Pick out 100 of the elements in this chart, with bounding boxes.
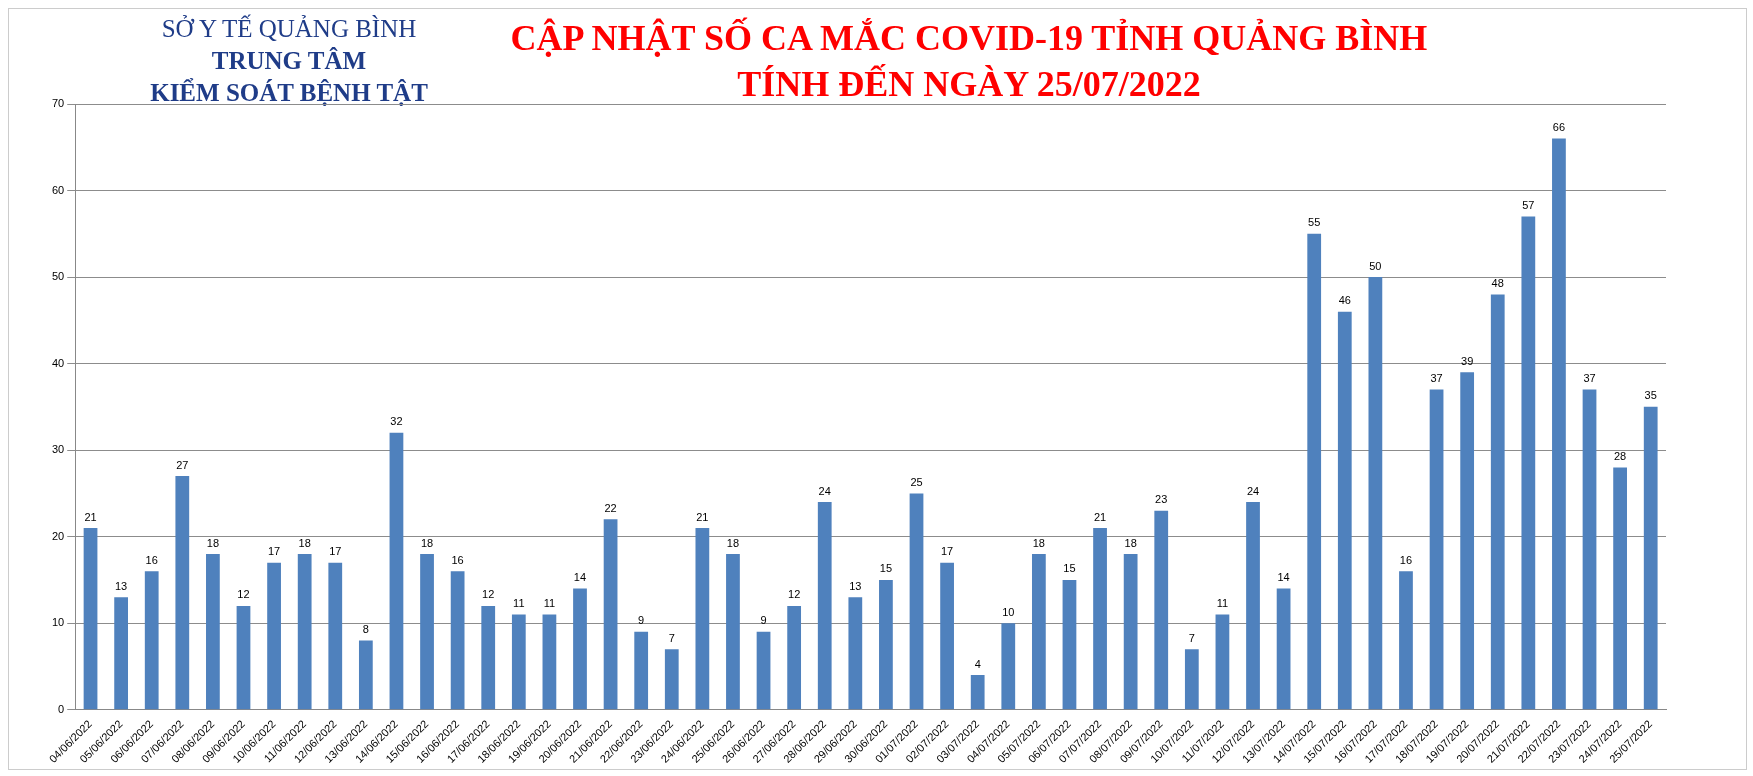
data-label: 14: [573, 571, 587, 584]
bar: [726, 553, 740, 710]
bar: [1123, 553, 1138, 710]
data-label: 9: [760, 614, 767, 627]
data-label: 18: [206, 536, 220, 549]
bar: [1031, 553, 1046, 710]
data-label: 21: [696, 510, 709, 523]
bar: [511, 614, 526, 710]
y-tick-label: 70: [51, 97, 65, 110]
y-tick-label: 30: [51, 443, 65, 456]
data-label: 12: [237, 588, 250, 601]
bar: [756, 631, 771, 710]
data-label: 57: [1522, 199, 1535, 212]
data-label: 18: [726, 536, 740, 549]
data-label: 12: [482, 588, 495, 601]
data-label: 25: [910, 475, 923, 488]
data-label: 14: [1277, 571, 1290, 584]
y-tick-label: 10: [51, 616, 65, 629]
data-label: 11: [1216, 597, 1229, 610]
bar: [1399, 571, 1413, 710]
data-label: 22: [604, 501, 617, 514]
data-label: 16: [451, 553, 464, 566]
data-label: 15: [879, 562, 893, 575]
bar: [1643, 406, 1658, 710]
bar: [1154, 510, 1169, 710]
data-label: 46: [1338, 294, 1351, 307]
text: TRUNG TÂM: [210, 46, 368, 76]
data-label: 27: [176, 458, 189, 471]
bar: [206, 553, 220, 710]
data-label: 37: [1583, 372, 1596, 385]
bar: [1307, 233, 1322, 710]
data-label: 11: [513, 597, 525, 610]
data-label: 10: [1002, 605, 1015, 618]
bar: [297, 553, 312, 710]
data-label: 13: [115, 579, 128, 592]
data-label: 48: [1491, 276, 1504, 289]
bar: [1184, 649, 1199, 710]
data-label: 11: [543, 597, 556, 610]
bar: [664, 649, 679, 710]
data-label: 18: [298, 536, 311, 549]
data-label: 17: [267, 545, 281, 558]
bar: [1246, 502, 1260, 710]
bar: [1490, 294, 1505, 710]
data-label: 55: [1308, 216, 1321, 229]
data-label: 18: [1032, 536, 1045, 549]
data-label: 17: [329, 545, 342, 558]
bar: [267, 562, 281, 710]
bar: [481, 605, 496, 710]
data-label: 32: [390, 415, 403, 428]
data-label: 17: [940, 545, 954, 558]
data-label: 9: [638, 614, 645, 627]
data-label: 4: [974, 657, 981, 670]
data-label: 39: [1461, 354, 1474, 367]
data-label: 15: [1063, 562, 1076, 575]
bar: [175, 476, 190, 710]
bar: [909, 493, 924, 710]
chart-title: CẬP NHẬT SỐ CA MẮC COVID-19 TỈNH QUẢNG BÌNH: [509, 16, 1429, 60]
data-label: 7: [668, 631, 675, 644]
bar: [1613, 467, 1627, 710]
bar: [328, 562, 343, 710]
data-label: 7: [1188, 631, 1195, 644]
data-label: 16: [1399, 553, 1413, 566]
data-label: 24: [818, 484, 831, 497]
bar: [1521, 216, 1536, 710]
data-label: 37: [1430, 372, 1443, 385]
data-label: 21: [1093, 510, 1107, 523]
bar: [1093, 528, 1107, 710]
bar: [940, 562, 954, 710]
bar: [603, 519, 618, 710]
bar: [848, 597, 863, 710]
annotation: KIỂM SOÁT BỆNH TẬT: [149, 77, 429, 108]
bar: [695, 528, 710, 710]
bar: [1368, 277, 1383, 710]
data-label: 24: [1246, 484, 1260, 497]
bar: [787, 605, 802, 710]
data-label: 12: [788, 588, 801, 601]
data-label: 50: [1369, 259, 1382, 272]
bar: [1552, 138, 1566, 710]
data-label: 18: [1124, 536, 1137, 549]
data-label: 13: [849, 579, 862, 592]
bar: [1001, 623, 1016, 710]
bar: [1276, 588, 1291, 710]
bar: [817, 502, 832, 710]
data-label: 8: [362, 623, 369, 636]
chart-subtitle: TÍNH ĐẾN NGÀY 25/07/2022: [736, 63, 1202, 106]
bar: [144, 571, 159, 710]
bar: [573, 588, 587, 710]
y-tick-label: 40: [51, 356, 65, 369]
bar: [450, 571, 465, 710]
bar: [83, 528, 98, 710]
bar: [634, 631, 649, 710]
data-label: 21: [84, 510, 97, 523]
data-label: 16: [145, 553, 158, 566]
bar: [358, 640, 373, 710]
bar: [879, 579, 893, 710]
bar: [420, 553, 434, 710]
bar: [1582, 389, 1597, 710]
bar: [114, 597, 129, 710]
bar: [542, 614, 557, 710]
bar: [970, 675, 985, 710]
